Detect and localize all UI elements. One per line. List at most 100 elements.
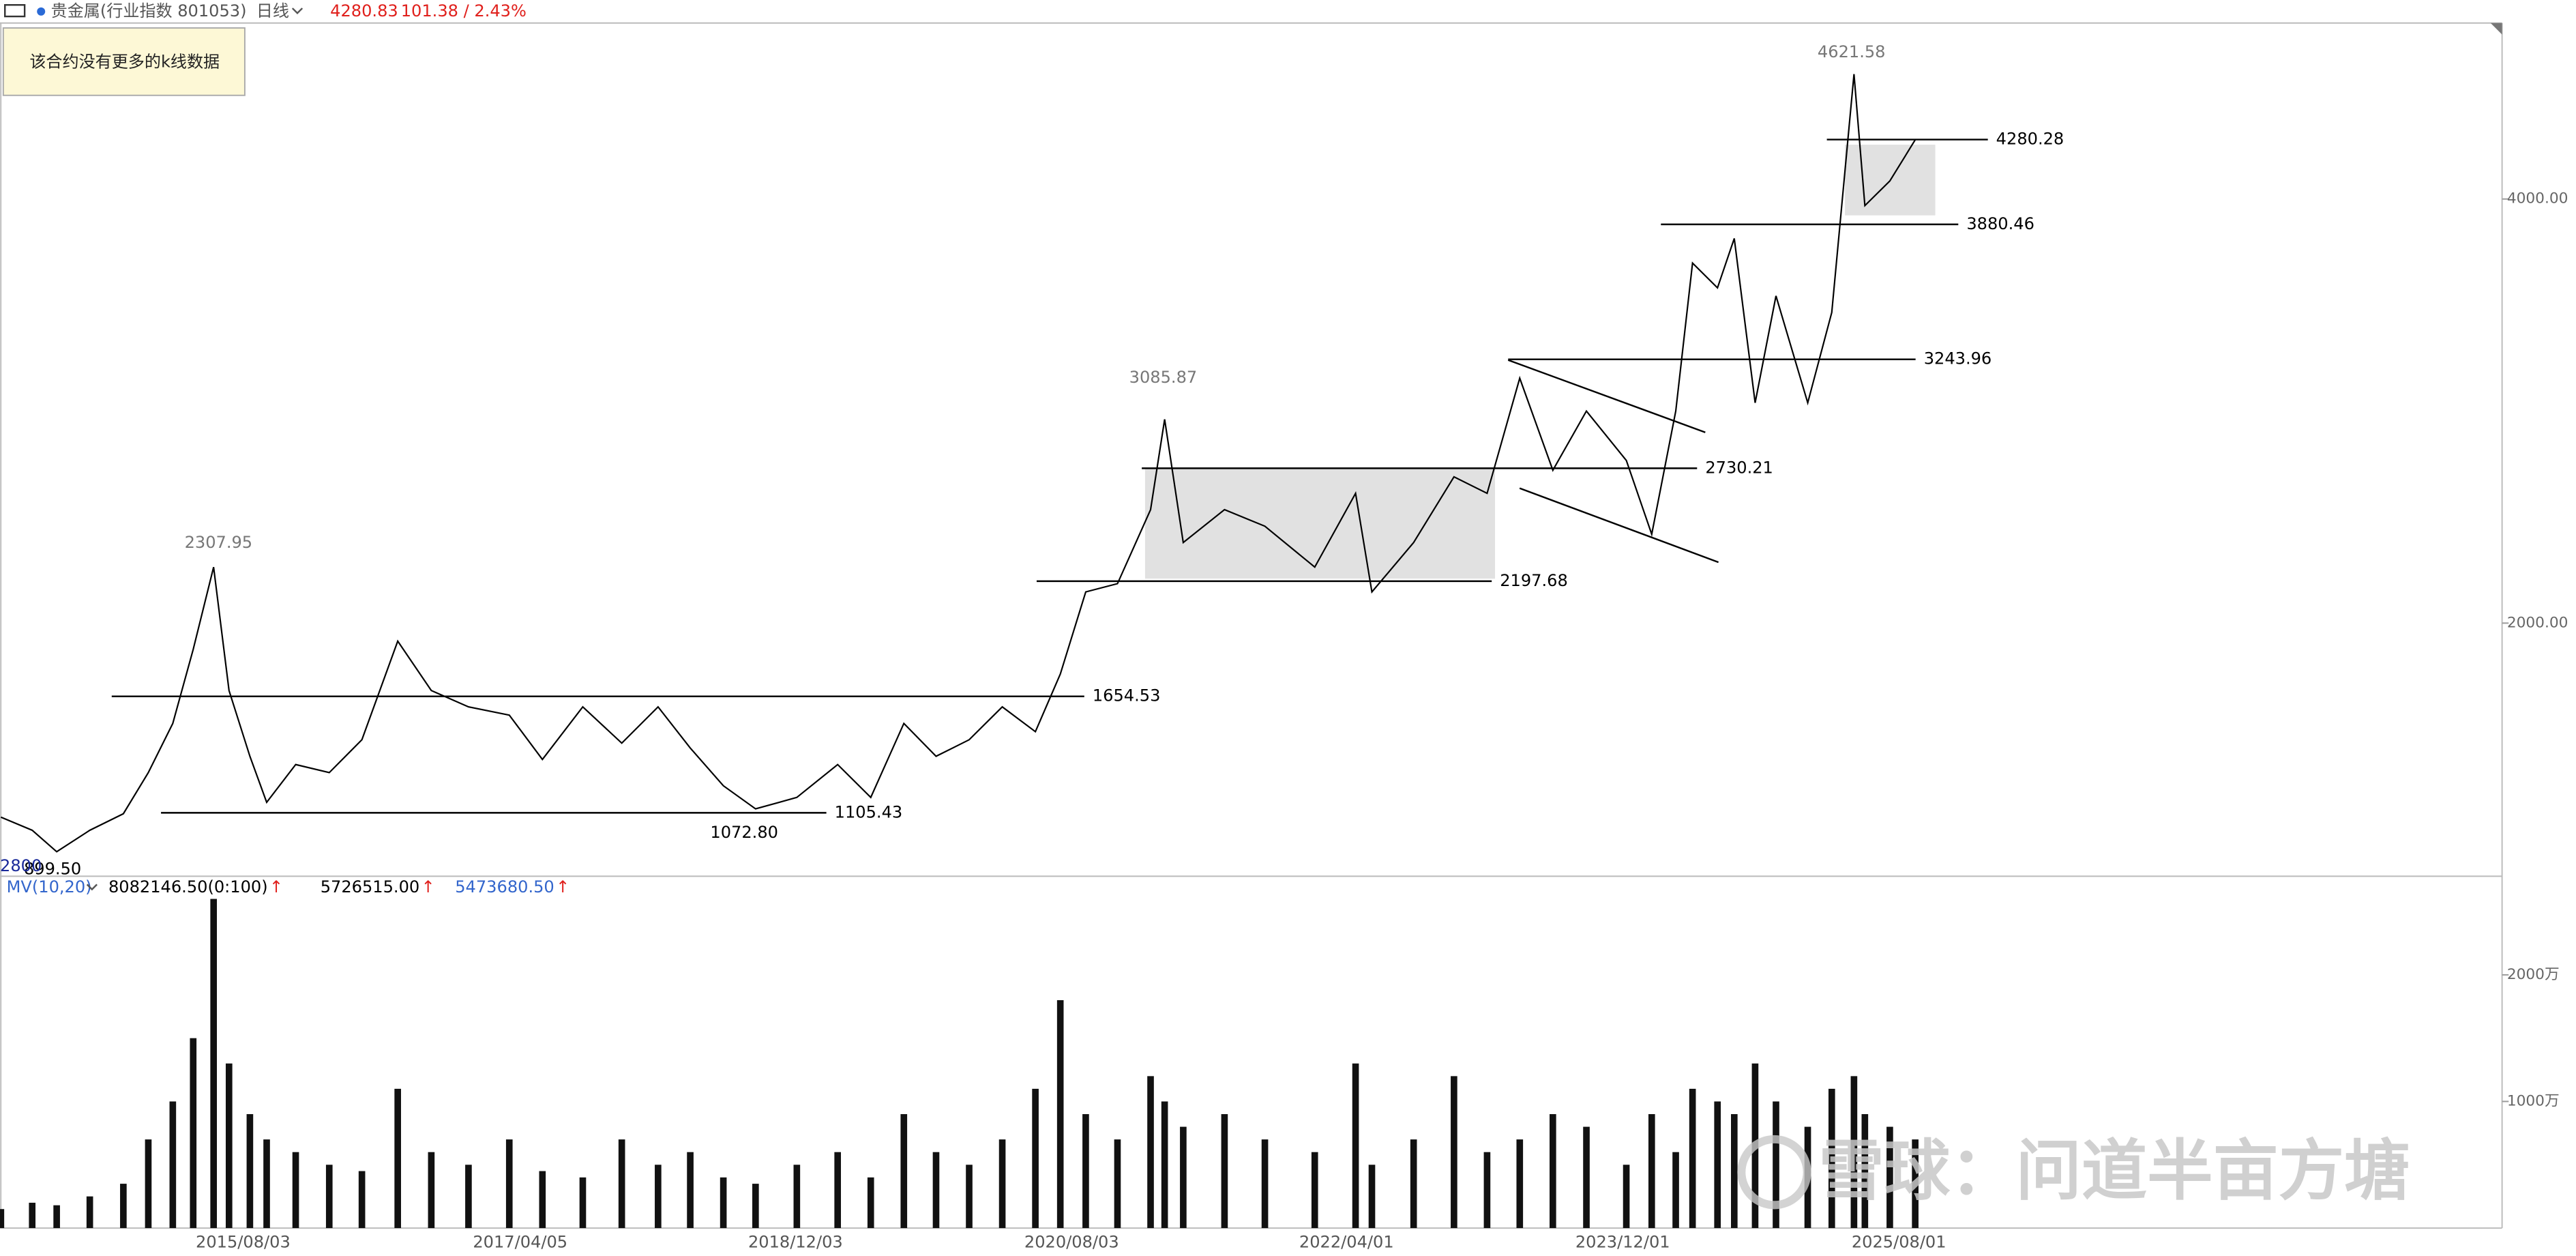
volume-bar	[1583, 1126, 1590, 1229]
last-price: 4280.83	[330, 1, 398, 20]
y-tick-label: 2000.00	[2507, 614, 2568, 631]
x-tick-label: 2017/04/05	[473, 1233, 567, 1252]
volume-bar	[900, 1114, 908, 1229]
level-label: 1654.53	[1093, 686, 1161, 705]
x-tick-label: 2023/12/01	[1575, 1233, 1670, 1252]
volume-bar	[687, 1152, 694, 1229]
volume-bar	[1623, 1165, 1630, 1229]
volume-bar	[1056, 1000, 1064, 1229]
level-label: 2730.21	[1705, 458, 1773, 477]
volume-bar	[720, 1177, 727, 1229]
volume-bar	[86, 1196, 93, 1229]
volume-bar	[1550, 1114, 1556, 1229]
symbol-name: 贵金属(行业指数 801053)	[51, 1, 247, 20]
volume-bar	[1161, 1101, 1168, 1229]
dropdown-icon[interactable]	[291, 8, 304, 14]
plot-layer: 2000.00 4000.00 1654.53 1105.43 2197.68 2730.…	[0, 42, 2568, 1252]
volume-bar	[358, 1171, 366, 1229]
volume-bar	[1648, 1114, 1655, 1229]
dropdown-icon	[86, 883, 98, 891]
level-label: 3243.96	[1924, 349, 1992, 368]
volume-bar	[1147, 1076, 1154, 1229]
volume-bar	[505, 1139, 513, 1229]
volume-bar	[1352, 1063, 1359, 1229]
price-change: 101.38 / 2.43%	[401, 1, 527, 20]
volume-bar	[145, 1139, 152, 1229]
volume-bar	[539, 1171, 546, 1229]
volume-bar	[1689, 1088, 1696, 1229]
x-tick-label: 2018/12/03	[748, 1233, 843, 1252]
volume-bar	[465, 1165, 472, 1229]
menu-icon[interactable]	[4, 4, 26, 18]
volume-bar	[1082, 1114, 1089, 1229]
extreme-label: 4621.58	[1818, 42, 1886, 61]
extreme-label: 2307.95	[185, 533, 253, 552]
volume-bar	[246, 1114, 254, 1229]
corner-label: 2800	[0, 856, 42, 875]
legend-value: 8082146.50(0:100)	[108, 877, 268, 896]
volume-bar	[1731, 1114, 1738, 1229]
volume-bar	[1886, 1126, 1893, 1229]
y-tick-label: 1000万	[2507, 1092, 2560, 1109]
volume-bar	[1850, 1076, 1858, 1229]
volume-bar	[190, 1038, 197, 1229]
volume-bar	[53, 1205, 60, 1229]
x-tick-label: 2025/08/01	[1852, 1233, 1946, 1252]
tooltip-box	[2, 27, 246, 96]
volume-bar	[263, 1139, 270, 1229]
volume-bar	[1368, 1165, 1376, 1229]
volume-bar	[932, 1152, 940, 1229]
x-tick-label: 2015/08/03	[196, 1233, 291, 1252]
volume-bar	[1773, 1101, 1779, 1229]
tooltip-text: 该合约没有更多的k线数据	[29, 53, 220, 72]
volume-bar	[120, 1184, 127, 1229]
level-label: 2197.68	[1500, 571, 1568, 590]
extreme-label: 3085.87	[1129, 368, 1198, 387]
channel-line	[1507, 359, 1706, 433]
volume-bar	[210, 899, 218, 1229]
volume-bar	[655, 1165, 662, 1229]
volume-bar	[966, 1165, 973, 1229]
volume-bar	[0, 1209, 5, 1229]
y-tick-label: 2000万	[2507, 966, 2560, 983]
level-label: 3880.46	[1966, 214, 2034, 233]
volume-bar	[428, 1152, 435, 1229]
volume-bar	[1672, 1152, 1679, 1229]
volume-bar	[793, 1165, 801, 1229]
channel-line	[1519, 487, 1719, 564]
volume-bar	[1714, 1101, 1721, 1229]
volume-bar	[998, 1139, 1006, 1229]
price-line	[0, 74, 1916, 853]
volume-bar	[618, 1139, 625, 1229]
volume-bar	[867, 1177, 874, 1229]
volume-bar	[579, 1177, 587, 1229]
volume-bar	[1180, 1126, 1187, 1229]
volume-bar	[169, 1101, 177, 1229]
legend-value: 5473680.50	[455, 877, 554, 896]
volume-bar	[292, 1152, 299, 1229]
legend-value: 5726515.00	[321, 877, 420, 896]
legend-arrow: ↑	[421, 877, 435, 896]
y-tick-label: 4000.00	[2507, 190, 2568, 207]
range-box	[1144, 468, 1496, 579]
volume-bar	[1828, 1088, 1835, 1229]
period-select[interactable]: 日线	[256, 1, 289, 20]
indicator-title: MV(10,20)	[7, 877, 92, 896]
volume-bar	[29, 1202, 36, 1229]
legend-arrow: ↑	[556, 877, 569, 896]
x-tick-label: 2020/08/03	[1024, 1233, 1119, 1252]
volume-bar	[1261, 1139, 1269, 1229]
volume-bar	[1410, 1139, 1417, 1229]
volume-bar	[1032, 1088, 1039, 1229]
volume-bar	[1114, 1139, 1121, 1229]
level-label: 1105.43	[835, 802, 903, 821]
volume-bar	[1483, 1152, 1491, 1229]
volume-bar	[225, 1063, 233, 1229]
level-label: 4280.28	[1996, 130, 2064, 149]
volume-bar	[1912, 1139, 1919, 1229]
extreme-label: 899.50	[24, 860, 81, 879]
extreme-label: 1072.80	[710, 823, 778, 842]
